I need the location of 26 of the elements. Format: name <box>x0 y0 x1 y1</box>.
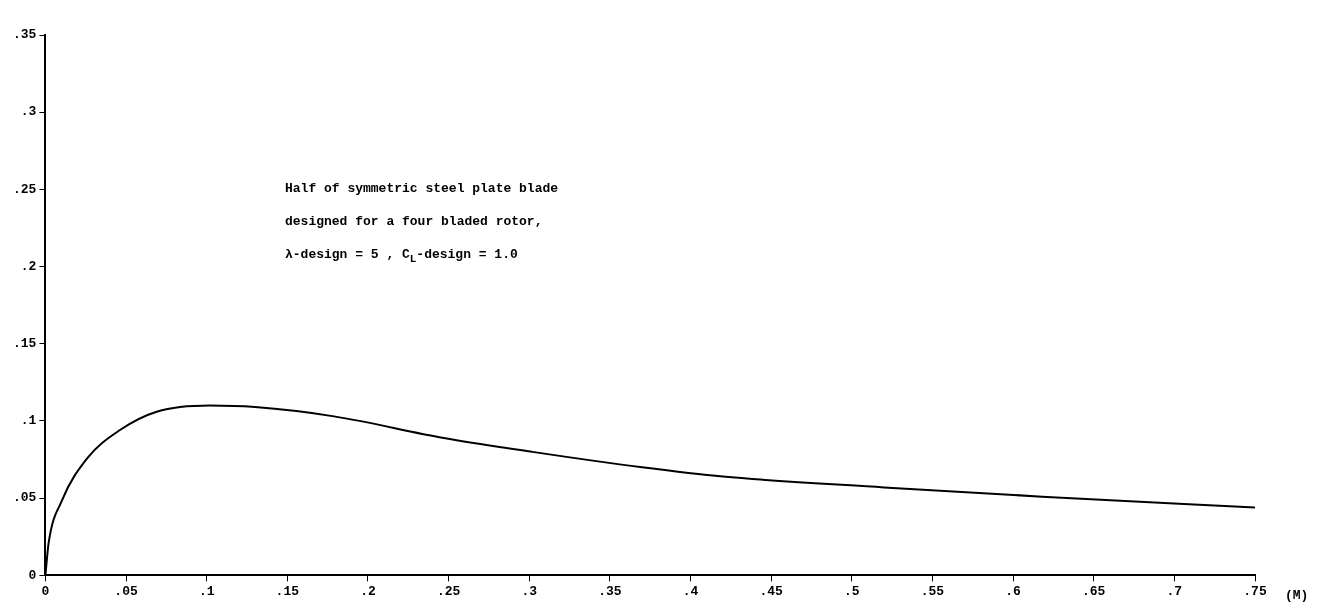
y-tick-label: .25 <box>13 181 37 197</box>
x-tick-label: .7 <box>1166 584 1183 600</box>
x-tick-label: .65 <box>1082 584 1106 600</box>
y-tick-label: .35 <box>13 27 37 43</box>
x-tick-label: .4 <box>682 584 699 600</box>
y-tick-label: .2 <box>20 258 37 274</box>
y-tick-label: .1 <box>20 413 37 429</box>
y-tick-label: .05 <box>13 490 37 506</box>
y-tick-label: .15 <box>13 336 37 352</box>
y-tick-label: .3 <box>20 104 37 120</box>
text: Half of symmetric steel plate blade designed for a four bladed rotor, λ-design = 5 , C$_{L}$-design = 1.0 <box>285 181 559 265</box>
x-tick-label: .2 <box>360 584 376 600</box>
x-tick-label: .6 <box>1005 584 1022 600</box>
x-tick-label: .1 <box>198 584 215 600</box>
x-tick-label: .3 <box>521 584 538 600</box>
y-tick-label: 0 <box>28 567 37 583</box>
x-tick-label: .05 <box>114 584 138 600</box>
x-tick-label: .55 <box>920 584 945 600</box>
x-tick-label: .75 <box>1243 584 1267 600</box>
x-tick-label: .25 <box>436 584 461 600</box>
x-tick-label: 0 <box>41 584 50 600</box>
x-tick-label: .35 <box>598 584 622 600</box>
x-tick-label: .45 <box>759 584 784 600</box>
x-tick-label: .5 <box>844 584 860 600</box>
x-tick-label: .15 <box>275 584 300 600</box>
x-axis-title: (M) <box>1285 588 1309 604</box>
